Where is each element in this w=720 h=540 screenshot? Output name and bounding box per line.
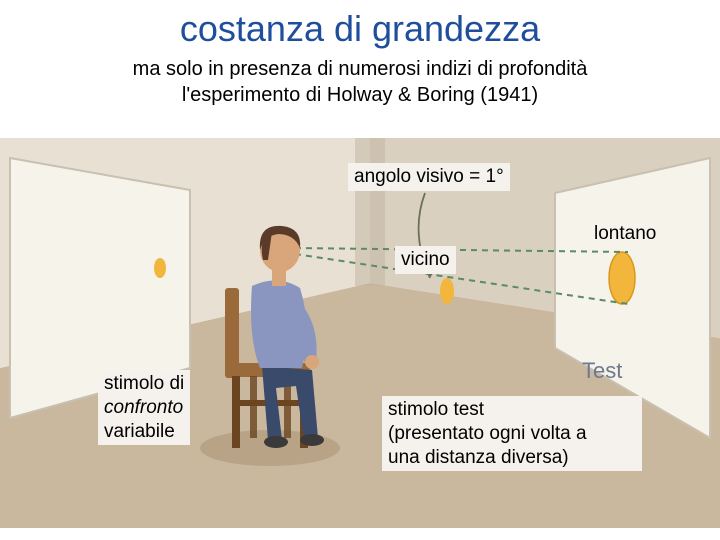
test-l1: stimolo test <box>388 398 636 422</box>
comparison-label: stimolo di confronto variabile <box>98 370 190 445</box>
test-word: Test <box>582 358 622 384</box>
comparison-l3: variabile <box>104 420 184 444</box>
test-stimulus-near <box>440 278 454 304</box>
test-l2: (presentato ogni volta a <box>388 422 636 446</box>
angle-label: angolo visivo = 1° <box>348 163 510 191</box>
test-l3: una distanza diversa) <box>388 446 636 470</box>
title: costanza di grandezza <box>0 0 720 50</box>
wall-far-strip <box>355 138 385 286</box>
far-label: lontano <box>588 220 662 248</box>
subtitle-line2: l'esperimento di Holway & Boring (1941) <box>0 82 720 108</box>
experiment-scene: angolo visivo = 1° vicino lontano stimol… <box>0 138 720 528</box>
near-label: vicino <box>395 246 456 274</box>
subtitle-line1: ma solo in presenza di numerosi indizi d… <box>0 56 720 82</box>
subtitle: ma solo in presenza di numerosi indizi d… <box>0 56 720 108</box>
test-label-box: stimolo test (presentato ogni volta a un… <box>382 396 642 471</box>
comparison-l2: confronto <box>104 396 184 420</box>
comparison-l1: stimolo di <box>104 372 184 396</box>
comparison-stimulus <box>154 258 166 278</box>
